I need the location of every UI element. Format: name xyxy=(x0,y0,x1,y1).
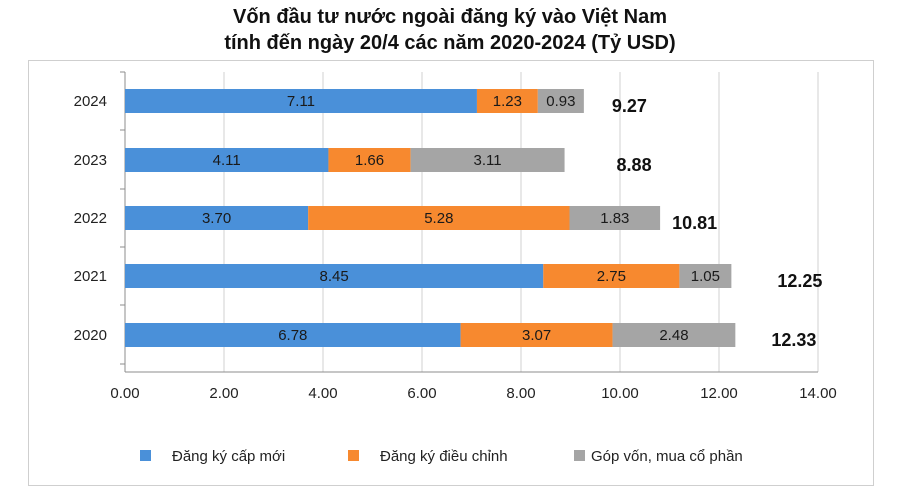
bar-segment-2020-series-1 xyxy=(125,323,461,347)
total-label-2023: 8.88 xyxy=(617,155,652,175)
x-tick-label: 12.00 xyxy=(700,385,738,402)
bar-segment-2020-series-3 xyxy=(612,323,736,347)
chart-title-line-1: Vốn đầu tư nước ngoài đăng ký vào Việt N… xyxy=(232,6,667,28)
data-label-2022-series-2: 5.28 xyxy=(424,210,453,227)
data-label-2020-series-1: 6.78 xyxy=(278,327,307,344)
legend-swatch-series-2 xyxy=(348,450,359,461)
bar-segment-2023-series-2 xyxy=(328,148,411,172)
total-label-2020: 12.33 xyxy=(771,330,816,350)
x-tick-label: 4.00 xyxy=(308,385,337,402)
bar-segment-2022-series-2 xyxy=(308,206,570,230)
bar-segment-2022-series-3 xyxy=(569,206,661,230)
legend-label-series-2: Đăng ký điều chỉnh xyxy=(380,448,508,465)
category-label-2024: 2024 xyxy=(74,93,107,110)
category-label-2020: 2020 xyxy=(74,327,107,344)
x-tick-label: 8.00 xyxy=(506,385,535,402)
x-tick-label: 6.00 xyxy=(407,385,436,402)
chart-title-line-2: tính đến ngày 20/4 các năm 2020-2024 (Tỷ… xyxy=(224,32,676,54)
bar-segment-2023-series-1 xyxy=(125,148,329,172)
x-tick-label: 2.00 xyxy=(209,385,238,402)
x-tick-label: 10.00 xyxy=(601,385,639,402)
bar-segment-2020-series-2 xyxy=(460,323,613,347)
data-label-2024-series-1: 7.11 xyxy=(287,93,315,110)
bar-segment-2022-series-1 xyxy=(125,206,309,230)
total-label-2024: 9.27 xyxy=(612,96,647,116)
bar-segment-2021-series-1 xyxy=(125,264,544,288)
data-label-2021-series-3: 1.05 xyxy=(691,268,720,285)
bar-segment-2021-series-2 xyxy=(543,264,680,288)
data-label-2022-series-3: 1.83 xyxy=(600,210,629,227)
x-tick-label: 0.00 xyxy=(110,385,139,402)
data-label-2022-series-1: 3.70 xyxy=(202,210,231,227)
bar-segment-2024-series-2 xyxy=(476,89,538,113)
data-label-2023-series-2: 1.66 xyxy=(355,152,384,169)
legend-label-series-3: Góp vốn, mua cổ phần xyxy=(591,448,743,465)
legend-swatch-series-1 xyxy=(140,450,151,461)
data-label-2023-series-3: 3.11 xyxy=(474,152,502,169)
data-label-2024-series-2: 1.23 xyxy=(493,93,522,110)
data-label-2021-series-1: 8.45 xyxy=(320,268,349,285)
bar-segment-2023-series-3 xyxy=(410,148,565,172)
bar-segment-2021-series-3 xyxy=(679,264,732,288)
total-label-2021: 12.25 xyxy=(777,271,822,291)
category-label-2022: 2022 xyxy=(74,210,107,227)
data-label-2021-series-2: 2.75 xyxy=(597,268,626,285)
bar-segment-2024-series-3 xyxy=(537,89,584,113)
legend-label-series-1: Đăng ký cấp mới xyxy=(172,448,285,465)
category-label-2023: 2023 xyxy=(74,152,107,169)
data-label-2020-series-3: 2.48 xyxy=(659,327,688,344)
data-label-2020-series-2: 3.07 xyxy=(522,327,551,344)
total-label-2022: 10.81 xyxy=(672,213,717,233)
data-label-2024-series-3: 0.93 xyxy=(546,93,575,110)
x-tick-label: 14.00 xyxy=(799,385,837,402)
category-label-2021: 2021 xyxy=(74,268,107,285)
chart-title: Vốn đầu tư nước ngoài đăng ký vào Việt N… xyxy=(0,4,900,56)
bar-segment-2024-series-1 xyxy=(125,89,477,113)
legend-swatch-series-3 xyxy=(574,450,585,461)
data-label-2023-series-1: 4.11 xyxy=(213,152,241,169)
